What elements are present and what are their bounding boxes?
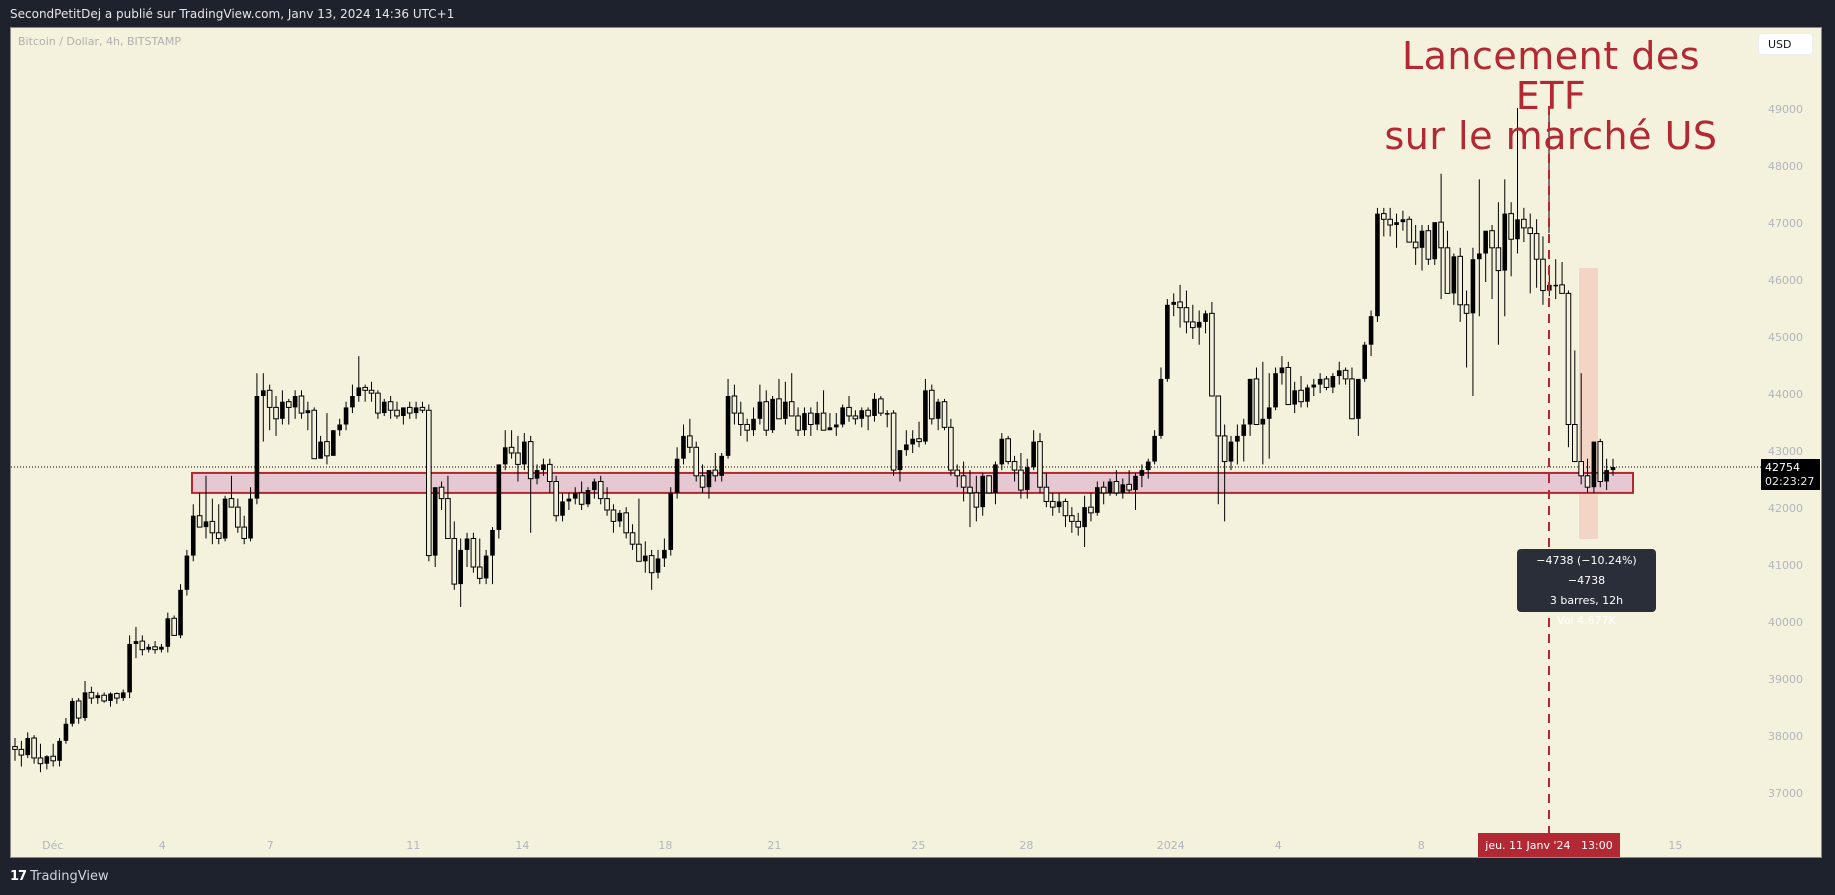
candlestick-chart[interactable] — [11, 28, 1822, 858]
tradingview-logo-icon: 17 — [10, 869, 27, 884]
currency-button[interactable]: USD — [1758, 33, 1813, 55]
price-tick: 48000 — [1768, 160, 1803, 173]
annotation-line-1: Lancement des ETF — [1401, 34, 1701, 118]
symbol-title: Bitcoin / Dollar, 4h, BITSTAMP — [18, 35, 181, 48]
time-tick: 11 — [406, 839, 421, 852]
time-tick: 25 — [911, 839, 926, 852]
time-tick: 2024 — [1156, 839, 1185, 852]
price-tick: 46000 — [1768, 274, 1803, 287]
measure-volume: Vol 4.677K — [1557, 614, 1616, 627]
time-tick: 18 — [658, 839, 673, 852]
last-price: 42754 — [1765, 461, 1800, 474]
price-tick: 47000 — [1768, 217, 1803, 230]
price-tick: 40000 — [1768, 616, 1803, 629]
chart-frame[interactable]: Bitcoin / Dollar, 4h, BITSTAMP USD — [10, 27, 1822, 858]
time-tick: 14 — [515, 839, 530, 852]
time-tick: 28 — [1019, 839, 1034, 852]
price-tick: 42000 — [1768, 502, 1803, 515]
time-tick: 8 — [1417, 839, 1425, 852]
measure-tooltip: −4738 (−10.24%) −4738 3 barres, 12h Vol … — [1517, 549, 1656, 627]
brand-name: TradingView — [30, 869, 109, 884]
price-tick: 38000 — [1768, 730, 1803, 743]
price-tick: 37000 — [1768, 787, 1803, 800]
price-tick: 44000 — [1768, 388, 1803, 401]
price-tick: 39000 — [1768, 673, 1803, 686]
published-header: SecondPetitDej a publié sur TradingView.… — [10, 7, 455, 21]
price-tick: 43000 — [1768, 445, 1803, 458]
measure-range — [1579, 268, 1598, 539]
support-zone[interactable] — [191, 471, 1634, 494]
annotation-text: Lancement des ETF sur le marché US — [1372, 36, 1730, 156]
price-tick: 49000 — [1768, 103, 1803, 116]
last-price-label: 42754 02:23:27 — [1761, 459, 1820, 490]
measure-change: −4738 (−10.24%) −4738 — [1536, 554, 1637, 587]
time-tick: 4 — [1274, 839, 1282, 852]
time-tick: 4 — [158, 839, 166, 852]
time-tick: 21 — [767, 839, 782, 852]
footer-brand[interactable]: 17 TradingView — [10, 866, 109, 888]
crosshair-time-label: jeu. 11 Janv '24 13:00 — [1478, 833, 1620, 857]
annotation-line-2: sur le marché US — [1384, 114, 1718, 158]
bar-countdown: 02:23:27 — [1765, 475, 1815, 488]
time-tick: 15 — [1668, 839, 1683, 852]
time-tick: Déc — [42, 839, 64, 852]
time-tick: 7 — [266, 839, 274, 852]
price-tick: 41000 — [1768, 559, 1803, 572]
measure-bars: 3 barres, 12h — [1549, 594, 1624, 607]
price-tick: 45000 — [1768, 331, 1803, 344]
